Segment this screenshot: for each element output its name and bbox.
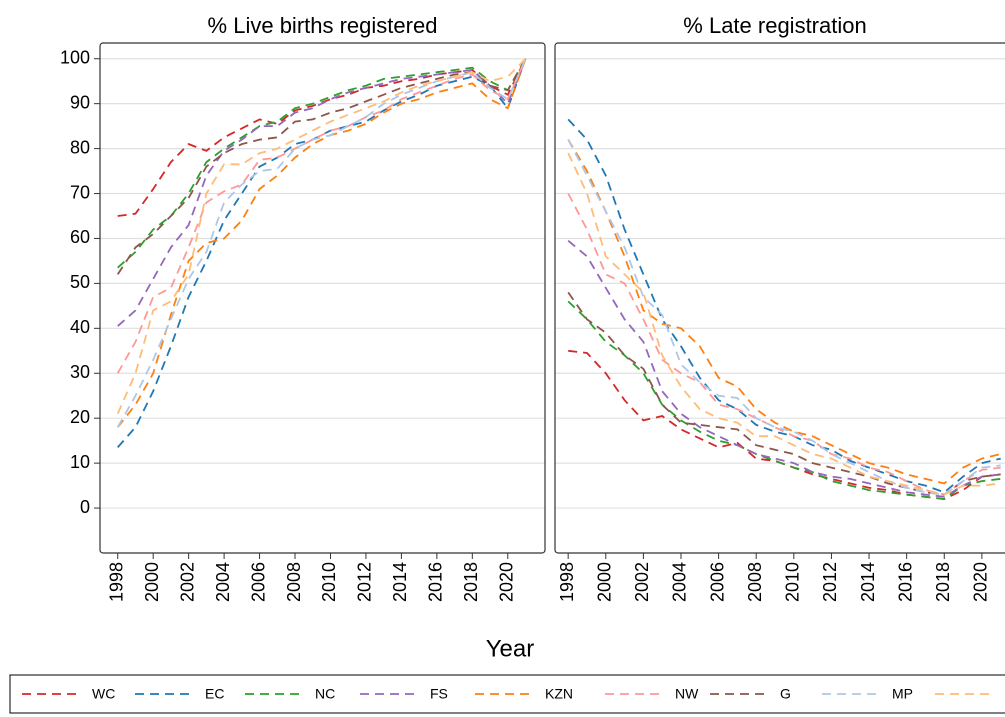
legend-label: NC xyxy=(315,686,335,702)
y-tick-label: 0 xyxy=(80,497,90,517)
x-tick-label: 2010 xyxy=(319,562,339,602)
series-line xyxy=(117,58,527,269)
series-line xyxy=(567,139,1001,496)
x-tick-label: 2020 xyxy=(497,562,517,602)
x-tick-label: 2012 xyxy=(820,562,840,602)
x-axis-label: Year xyxy=(486,635,535,662)
legend-label: NW xyxy=(675,686,699,702)
series-line xyxy=(117,58,527,217)
x-tick-label: 2000 xyxy=(595,562,615,602)
x-tick-label: 2000 xyxy=(142,562,162,602)
x-tick-label: 2006 xyxy=(707,562,727,602)
legend-label: FS xyxy=(430,686,448,702)
series-line xyxy=(117,58,527,448)
series-line xyxy=(567,240,1001,498)
x-tick-label: 2002 xyxy=(177,562,197,602)
series-line xyxy=(567,118,1001,494)
x-tick-label: 2020 xyxy=(971,562,991,602)
panel-title: % Live births registered xyxy=(208,13,438,38)
y-tick-label: 90 xyxy=(70,92,90,112)
legend-label: EC xyxy=(205,686,224,702)
plot-frame xyxy=(554,42,1005,554)
x-tick-label: 2006 xyxy=(248,562,268,602)
x-tick-label: 2008 xyxy=(745,562,765,602)
x-tick-label: 1998 xyxy=(106,562,126,602)
legend-label: WC xyxy=(92,686,115,702)
y-tick-label: 50 xyxy=(70,272,90,292)
series-line xyxy=(567,139,1001,485)
y-tick-label: 100 xyxy=(60,47,90,67)
series-line xyxy=(567,300,1001,501)
y-tick-label: 60 xyxy=(70,227,90,247)
y-tick-label: 20 xyxy=(70,407,90,427)
series-line xyxy=(567,152,1001,496)
series-line xyxy=(567,193,1001,496)
series-line xyxy=(116,58,527,275)
y-tick-label: 80 xyxy=(70,137,90,157)
x-tick-label: 2002 xyxy=(632,562,652,602)
x-tick-label: 2018 xyxy=(933,562,953,602)
legend-label: KZN xyxy=(545,686,573,702)
x-tick-label: 2012 xyxy=(355,562,375,602)
x-tick-label: 2014 xyxy=(858,562,878,602)
series-line xyxy=(567,291,1001,496)
x-tick-label: 2010 xyxy=(783,562,803,602)
y-tick-label: 40 xyxy=(70,317,90,337)
series-line xyxy=(116,58,527,428)
x-tick-label: 2018 xyxy=(461,562,481,602)
legend-label: MP xyxy=(892,686,913,702)
x-tick-label: 2008 xyxy=(284,562,304,602)
x-tick-label: 2014 xyxy=(390,562,410,602)
y-tick-label: 10 xyxy=(70,452,90,472)
series-line xyxy=(116,58,527,374)
x-tick-label: 1998 xyxy=(557,562,577,602)
x-tick-label: 2004 xyxy=(213,562,233,602)
y-tick-label: 30 xyxy=(70,362,90,382)
x-tick-label: 2016 xyxy=(426,562,446,602)
panel-title: % Late registration xyxy=(683,13,866,38)
legend-label: G xyxy=(780,686,791,702)
legend-box xyxy=(9,674,1005,714)
y-tick-label: 70 xyxy=(70,182,90,202)
series-line xyxy=(117,58,527,327)
x-tick-label: 2016 xyxy=(895,562,915,602)
series-line xyxy=(116,58,527,428)
series-line xyxy=(116,58,527,415)
plot-frame xyxy=(99,42,546,554)
x-tick-label: 2004 xyxy=(670,562,690,602)
